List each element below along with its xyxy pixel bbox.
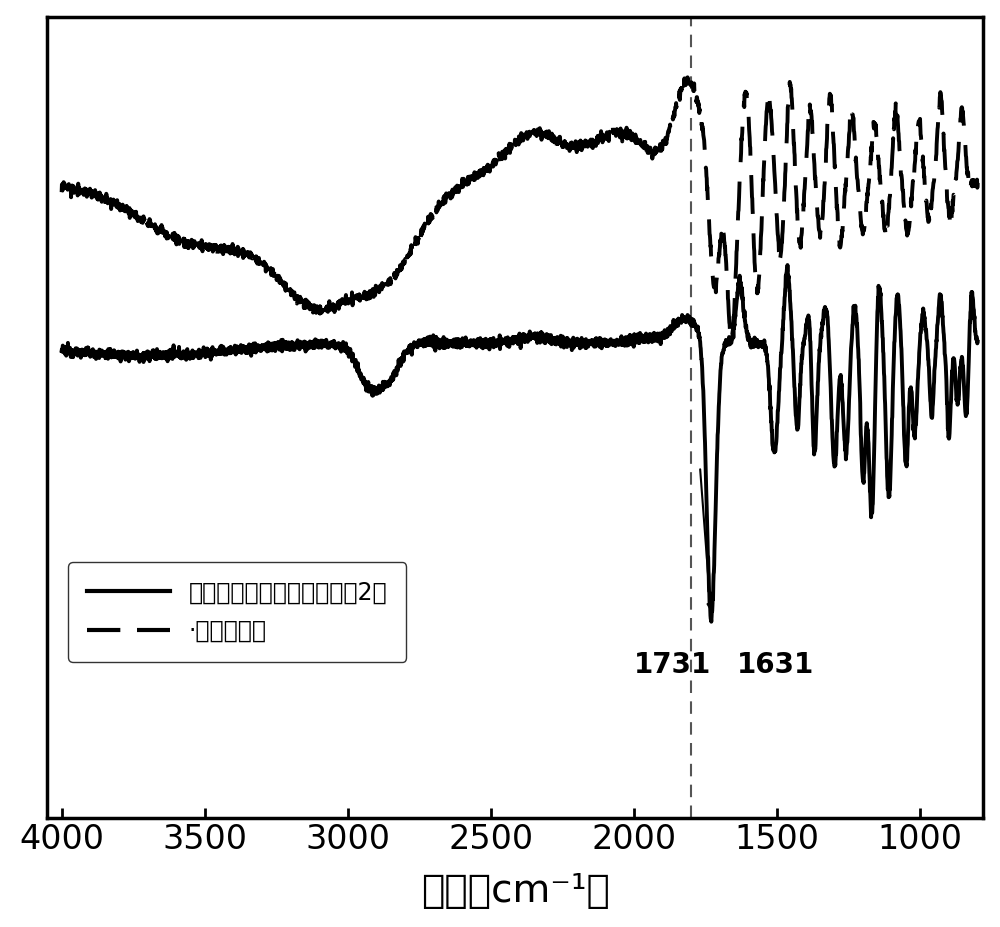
X-axis label: 波数（cm⁻¹）: 波数（cm⁻¹）	[421, 872, 610, 910]
Legend: 木质素基大分子单体（实例2）, ·酶解木质素: 木质素基大分子单体（实例2）, ·酶解木质素	[68, 562, 406, 662]
Text: 1731: 1731	[634, 652, 711, 679]
Text: 1631: 1631	[737, 652, 814, 679]
